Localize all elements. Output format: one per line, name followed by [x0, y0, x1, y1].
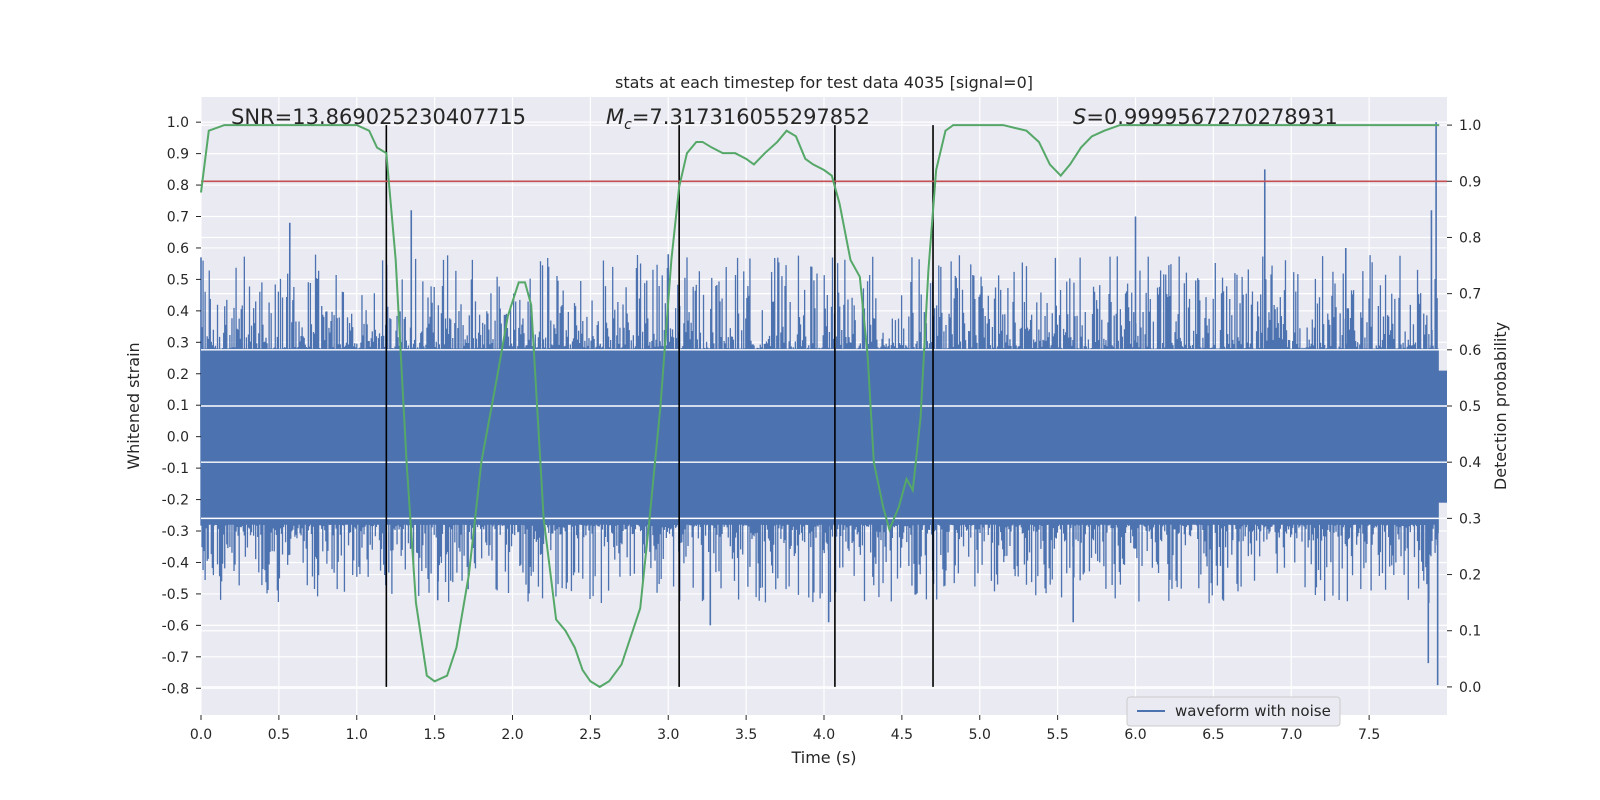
y-left-tick-label: 0.1	[167, 398, 189, 414]
chirp-mass-value: =7.317316055297852	[632, 105, 870, 129]
chart-title: stats at each timestep for test data 403…	[615, 73, 1033, 92]
waveform-noise	[200, 122, 1447, 686]
x-tick-label: 4.5	[891, 727, 913, 743]
x-tick-label: 0.5	[268, 727, 290, 743]
y-right-tick-label: 0.6	[1459, 343, 1481, 359]
y-left-tick-label: 0.0	[167, 430, 189, 446]
y-left-tick-label: 0.3	[167, 335, 189, 351]
y-left-axis-ticks: 1.0 0.9 0.8 0.7 0.6 0.5 0.4 0.3 0.2 0.1 0.0 -0.1 -0.…	[162, 115, 201, 697]
y-left-tick-label: 0.6	[167, 241, 189, 257]
x-tick-label: 1.0	[346, 727, 368, 743]
y-left-tick-label: 1.0	[167, 115, 189, 131]
chirp-mass-annotation: Mc=7.317316055297852	[606, 105, 870, 133]
chirp-mass-subscript: c	[624, 117, 632, 133]
y-left-tick-label: -0.3	[162, 524, 189, 540]
y-left-tick-label: 0.8	[167, 178, 189, 194]
y-left-tick-label: 0.5	[167, 272, 189, 288]
y-left-tick-label: -0.5	[162, 587, 189, 603]
x-tick-label: 3.0	[657, 727, 679, 743]
y-left-tick-label: 0.2	[167, 367, 189, 383]
y-left-tick-label: -0.4	[162, 555, 189, 571]
legend: waveform with noise	[1126, 696, 1341, 727]
x-tick-label: 4.0	[813, 727, 835, 743]
legend-label: waveform with noise	[1175, 702, 1331, 720]
y-left-tick-label: 0.9	[167, 147, 189, 163]
x-tick-label: 7.0	[1280, 727, 1302, 743]
x-tick-label: 6.0	[1124, 727, 1146, 743]
x-tick-label: 6.5	[1202, 727, 1224, 743]
x-tick-label: 2.5	[579, 727, 601, 743]
y-right-tick-label: 0.5	[1459, 399, 1481, 415]
y-right-tick-label: 0.0	[1459, 680, 1481, 696]
probability-series	[200, 124, 1447, 689]
y-right-tick-label: 0.9	[1459, 174, 1481, 190]
y-right-axis-label: Detection probability	[1491, 322, 1510, 490]
y-left-axis-label: Whitened strain	[124, 342, 143, 469]
y-left-tick-label: -0.1	[162, 461, 189, 477]
x-tick-label: 5.0	[969, 727, 991, 743]
snr-annotation: SNR=13.869025230407715	[231, 105, 526, 129]
x-tick-label: 0.0	[190, 727, 212, 743]
marker-lines	[385, 125, 934, 687]
y-right-tick-label: 0.1	[1459, 624, 1481, 640]
y-left-tick-label: 0.4	[167, 304, 189, 320]
chirp-mass-symbol: M	[606, 105, 624, 129]
y-left-tick-label: -0.2	[162, 493, 189, 509]
x-tick-label: 1.5	[423, 727, 445, 743]
y-right-tick-label: 1.0	[1459, 118, 1481, 134]
probability-line	[200, 124, 1440, 689]
x-tick-label: 7.5	[1358, 727, 1380, 743]
y-left-tick-label: -0.6	[162, 618, 189, 634]
score-value: =0.9999567270278931	[1086, 105, 1337, 129]
y-right-axis-ticks: 1.0 0.9 0.8 0.7 0.6 0.5 0.4 0.3 0.2 0.1 0.0	[1447, 118, 1481, 696]
legend-box	[1126, 696, 1341, 727]
x-tick-label: 2.0	[501, 727, 523, 743]
y-right-tick-label: 0.4	[1459, 455, 1481, 471]
x-tick-label: 5.5	[1046, 727, 1068, 743]
score-symbol: S	[1073, 105, 1086, 129]
y-right-tick-label: 0.3	[1459, 511, 1481, 527]
y-right-tick-label: 0.2	[1459, 568, 1481, 584]
y-left-tick-label: -0.7	[162, 650, 189, 666]
waveform-core	[201, 370, 1447, 503]
x-axis-ticks: 0.0 0.5 1.0 1.5 2.0 2.5 3.0 3.5 4.0 4.5 5.0 5.5 6.0 6…	[190, 715, 1380, 743]
x-axis-label: Time (s)	[790, 748, 856, 767]
score-annotation: S=0.9999567270278931	[1073, 105, 1338, 129]
y-left-tick-label: 0.7	[167, 210, 189, 226]
y-right-tick-label: 0.8	[1459, 230, 1481, 246]
x-tick-label: 3.5	[735, 727, 757, 743]
y-left-tick-label: -0.8	[162, 681, 189, 697]
y-right-tick-label: 0.7	[1459, 287, 1481, 303]
